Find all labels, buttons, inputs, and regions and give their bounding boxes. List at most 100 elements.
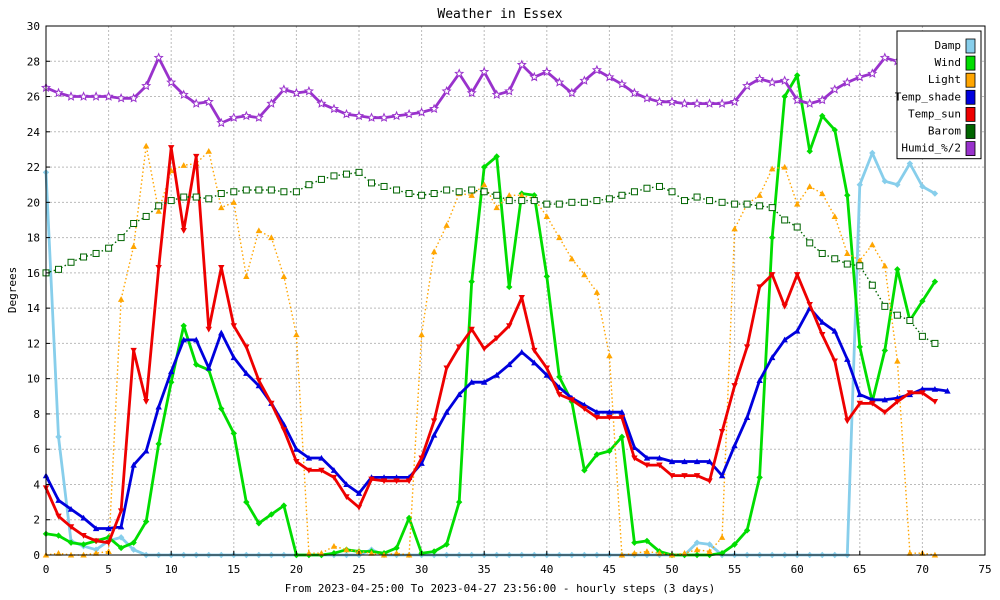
data-point <box>55 497 62 503</box>
data-point <box>781 336 788 343</box>
data-point <box>155 403 162 410</box>
data-point <box>255 520 263 527</box>
x-tick-label: 50 <box>665 563 678 576</box>
data-point <box>303 85 314 96</box>
data-point <box>792 94 803 105</box>
data-point <box>404 108 415 119</box>
data-point <box>919 297 926 305</box>
data-point <box>418 455 425 462</box>
data-point <box>330 172 338 180</box>
data-point <box>343 494 350 501</box>
data-point <box>754 73 765 84</box>
data-point <box>430 548 438 555</box>
data-point <box>654 96 665 107</box>
data-point <box>142 212 150 220</box>
data-point <box>743 344 751 351</box>
data-point <box>804 98 815 108</box>
data-point <box>67 524 75 530</box>
data-point <box>906 160 914 167</box>
data-point <box>242 186 250 194</box>
legend-label: Damp <box>935 39 962 52</box>
data-point <box>631 539 638 546</box>
data-point <box>468 278 475 285</box>
data-point <box>691 98 703 108</box>
data-point <box>130 219 138 227</box>
y-tick-label: 26 <box>27 91 40 104</box>
data-point <box>55 433 62 441</box>
data-point <box>380 182 388 190</box>
x-tick-label: 75 <box>978 563 991 576</box>
data-point <box>906 316 914 324</box>
data-point <box>944 387 951 394</box>
data-point <box>931 190 939 197</box>
data-point <box>506 192 513 198</box>
data-point <box>493 335 500 342</box>
data-point <box>656 454 663 461</box>
data-point <box>180 322 187 329</box>
legend-label: Temp_shade <box>895 90 961 103</box>
data-point <box>743 200 751 208</box>
data-point <box>230 199 237 205</box>
data-point <box>253 112 264 122</box>
data-point <box>318 454 325 461</box>
data-point <box>630 188 638 196</box>
legend-swatch <box>965 107 976 122</box>
data-point <box>931 278 939 285</box>
data-point <box>280 427 288 434</box>
data-point <box>867 68 878 78</box>
data-point <box>368 476 375 483</box>
data-point <box>481 181 488 188</box>
data-point <box>230 188 238 196</box>
data-point <box>443 186 451 194</box>
data-point <box>316 98 327 108</box>
data-point <box>330 467 338 473</box>
data-point <box>430 418 438 425</box>
data-point <box>879 52 890 63</box>
y-tick-label: 20 <box>27 196 40 209</box>
data-point <box>278 84 289 94</box>
data-point <box>193 153 200 160</box>
data-point <box>443 222 450 228</box>
data-point <box>203 96 214 107</box>
data-point <box>479 66 490 77</box>
data-point <box>468 186 476 194</box>
data-point <box>305 181 313 189</box>
legend-label: Light <box>928 73 961 86</box>
data-point <box>430 431 438 438</box>
data-point <box>593 408 601 415</box>
series-line <box>45 74 937 557</box>
data-point <box>105 540 112 546</box>
data-point <box>681 473 688 479</box>
data-point <box>844 418 851 425</box>
y-tick-label: 14 <box>27 302 41 315</box>
data-point <box>67 539 75 546</box>
data-point <box>455 391 463 398</box>
data-point <box>656 550 663 556</box>
data-point <box>731 200 739 208</box>
data-point <box>305 467 313 474</box>
data-point <box>831 327 838 334</box>
y-tick-label: 18 <box>27 232 40 245</box>
data-point <box>280 273 288 279</box>
data-point <box>218 204 225 211</box>
data-point <box>643 454 651 461</box>
data-point <box>455 344 463 351</box>
data-point <box>655 182 663 190</box>
data-point <box>230 430 237 437</box>
data-point <box>518 294 525 301</box>
data-point <box>180 162 187 168</box>
data-point <box>353 110 365 121</box>
y-tick-label: 8 <box>33 408 40 421</box>
y-tick-label: 10 <box>27 373 40 386</box>
legend-label: Wind <box>935 56 962 69</box>
data-point <box>280 188 288 196</box>
data-point <box>543 371 550 378</box>
y-tick-label: 2 <box>33 514 40 527</box>
data-point <box>441 85 452 96</box>
data-point <box>80 514 87 521</box>
x-tick-label: 35 <box>478 563 491 576</box>
data-point <box>668 473 676 479</box>
y-tick-label: 16 <box>27 267 40 280</box>
data-point <box>706 548 713 555</box>
